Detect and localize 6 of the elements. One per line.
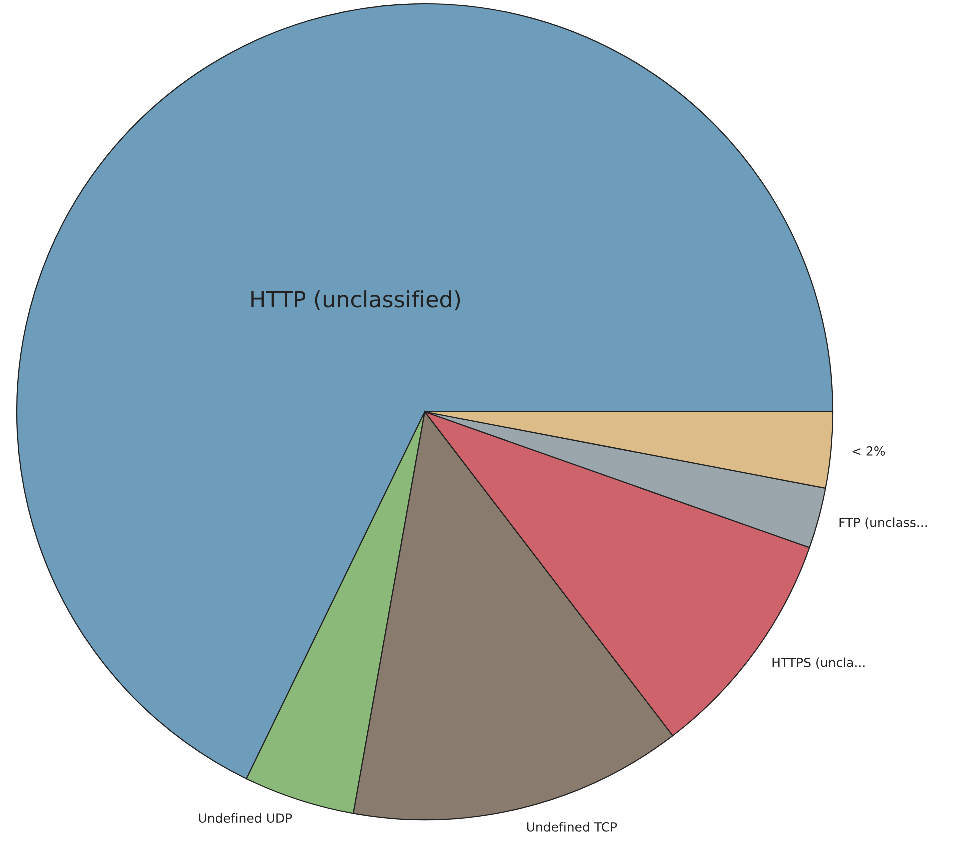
slice-label: HTTP (unclassified) [252, 290, 460, 310]
slice-label: FTP (unclass... [840, 518, 928, 529]
slice-label: Undefined UDP [199, 813, 292, 824]
slice-label: < 2% [852, 446, 886, 456]
slice-label: HTTPS (uncla... [772, 658, 865, 669]
slice-label: Undefined TCP [527, 822, 618, 832]
